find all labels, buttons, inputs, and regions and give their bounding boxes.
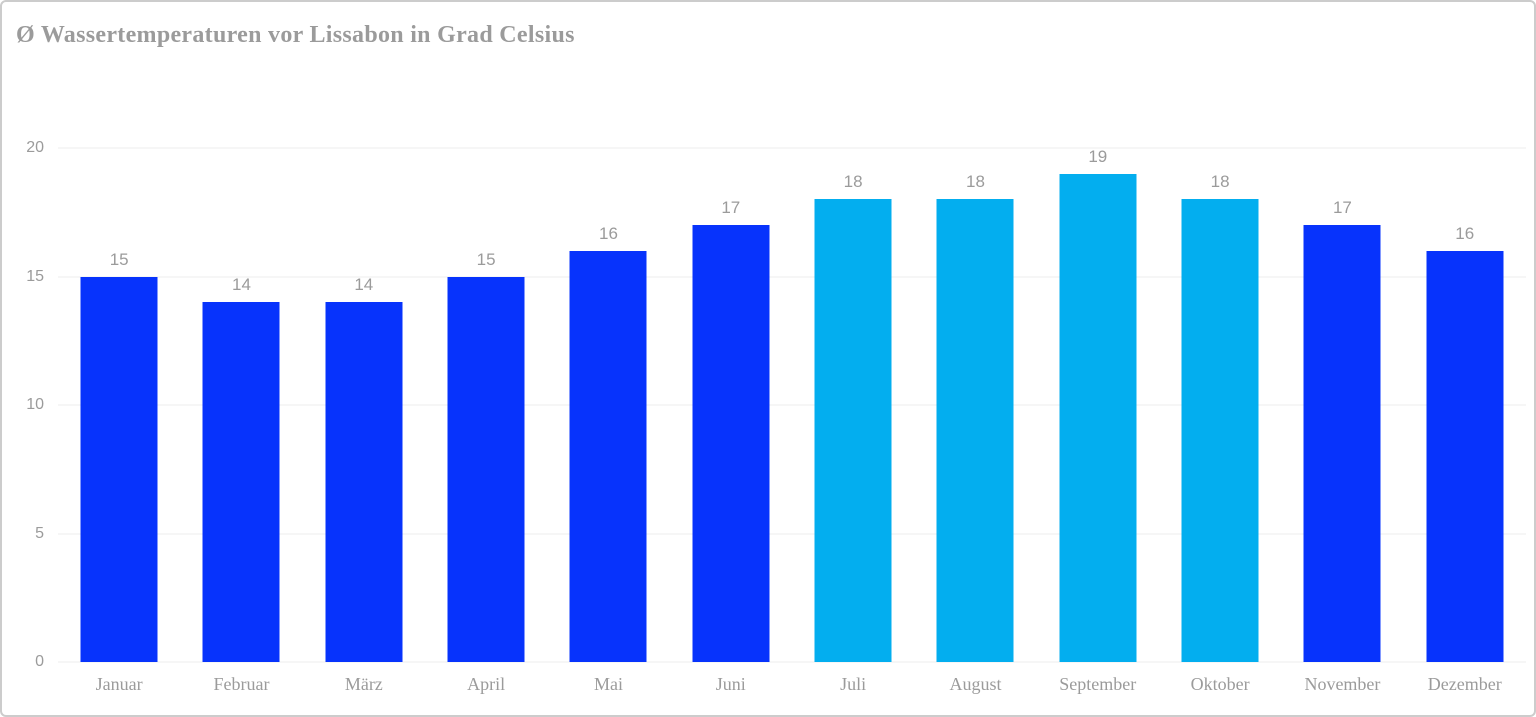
bar-value-label: 18	[965, 172, 985, 192]
bar-august	[936, 199, 1014, 662]
gridline	[58, 276, 1526, 277]
y-axis-tick-label: 20	[26, 139, 44, 156]
bar-mai	[569, 250, 647, 662]
bar-dezember	[1426, 250, 1504, 662]
bar-group: 17 Juni	[670, 148, 792, 694]
gridline	[58, 404, 1526, 406]
bar-group: 15 April	[425, 148, 547, 694]
x-axis-label: Februar	[213, 674, 270, 694]
bar-group: 18 Oktober	[1159, 148, 1281, 694]
bar-group: 17 November	[1281, 148, 1403, 694]
chart-title: Ø Wassertemperaturen vor Lissabon in Gra…	[16, 22, 575, 48]
y-axis-tick-label: 5	[35, 524, 44, 542]
plot-area: 15 Januar 14 Februar 14 März 15 April 16 Mai 17 Jun…	[58, 146, 1526, 694]
bar-value-label: 15	[476, 249, 496, 269]
bar-oktober	[1181, 199, 1259, 662]
gridline	[58, 661, 1526, 663]
x-axis-label: November	[1304, 674, 1381, 694]
bar-group: 16 Dezember	[1404, 148, 1526, 694]
bar-november	[1303, 225, 1381, 662]
y-axis-tick-label: 15	[26, 267, 44, 285]
y-axis-tick-label: 0	[35, 653, 44, 670]
bar-group: 14 März	[303, 148, 425, 694]
bar-februar	[202, 302, 280, 662]
bar-group: 16 Mai	[547, 148, 669, 694]
bar-juli	[814, 199, 892, 662]
bars-row: 15 Januar 14 Februar 14 März 15 April 16 Mai 17 Jun…	[58, 146, 1526, 694]
bar-value-label: 18	[843, 172, 863, 192]
x-axis-label: Juli	[840, 674, 867, 694]
bar-group: 18 August	[914, 148, 1036, 694]
bar-value-label: 15	[109, 249, 129, 269]
bar-september	[1059, 173, 1137, 662]
bar-group: 19 September	[1037, 146, 1159, 694]
x-axis-label: September	[1059, 674, 1137, 694]
y-axis-tick-label: 10	[26, 396, 44, 413]
gridline	[58, 147, 1526, 149]
bar-value-label: 18	[1210, 172, 1230, 192]
bar-januar	[80, 276, 158, 662]
bar-april	[447, 276, 525, 662]
x-axis-label: Januar	[95, 674, 143, 694]
x-axis-label: August	[949, 674, 1002, 694]
x-axis-label: Mai	[593, 674, 623, 694]
bar-value-label: 17	[1332, 198, 1352, 218]
bar-value-label: 14	[232, 275, 251, 295]
x-axis-label: Dezember	[1427, 674, 1502, 694]
bar-group: 18 Juli	[792, 148, 914, 694]
x-axis-label: Oktober	[1190, 674, 1250, 694]
x-axis-label: März	[344, 674, 383, 694]
x-axis-label: Juni	[715, 674, 746, 694]
bar-value-label: 14	[354, 275, 374, 295]
bar-value-label: 17	[721, 198, 741, 218]
bar-juni	[692, 225, 770, 662]
bar-märz	[325, 302, 403, 662]
bar-value-label: 19	[1088, 146, 1108, 166]
x-axis-label: April	[467, 674, 506, 694]
gridline	[58, 533, 1526, 534]
bar-group: 15 Januar	[58, 148, 180, 694]
y-axis: 0 5 10 15 20	[10, 139, 44, 670]
bar-value-label: 16	[1455, 223, 1475, 243]
bar-value-label: 16	[599, 223, 618, 243]
bar-group: 14 Februar	[180, 148, 302, 694]
